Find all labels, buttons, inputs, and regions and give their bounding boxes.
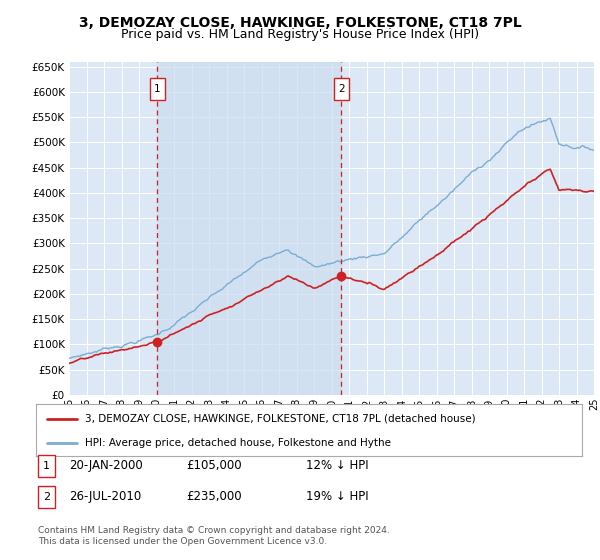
Text: 1: 1 <box>43 461 50 471</box>
FancyBboxPatch shape <box>334 78 349 100</box>
Text: 2: 2 <box>338 85 345 95</box>
Text: 26-JUL-2010: 26-JUL-2010 <box>69 490 141 503</box>
Text: Price paid vs. HM Land Registry's House Price Index (HPI): Price paid vs. HM Land Registry's House … <box>121 28 479 41</box>
Text: HPI: Average price, detached house, Folkestone and Hythe: HPI: Average price, detached house, Folk… <box>85 438 391 449</box>
Text: 3, DEMOZAY CLOSE, HAWKINGE, FOLKESTONE, CT18 7PL: 3, DEMOZAY CLOSE, HAWKINGE, FOLKESTONE, … <box>79 16 521 30</box>
Text: £105,000: £105,000 <box>186 459 242 473</box>
Text: 2: 2 <box>43 492 50 502</box>
Text: Contains HM Land Registry data © Crown copyright and database right 2024.
This d: Contains HM Land Registry data © Crown c… <box>38 526 389 546</box>
Text: 3, DEMOZAY CLOSE, HAWKINGE, FOLKESTONE, CT18 7PL (detached house): 3, DEMOZAY CLOSE, HAWKINGE, FOLKESTONE, … <box>85 414 476 424</box>
Text: 1: 1 <box>154 85 161 95</box>
FancyBboxPatch shape <box>149 78 165 100</box>
Text: 19% ↓ HPI: 19% ↓ HPI <box>306 490 368 503</box>
Text: 20-JAN-2000: 20-JAN-2000 <box>69 459 143 473</box>
Bar <box>157 62 341 395</box>
Text: £235,000: £235,000 <box>186 490 242 503</box>
Text: 12% ↓ HPI: 12% ↓ HPI <box>306 459 368 473</box>
